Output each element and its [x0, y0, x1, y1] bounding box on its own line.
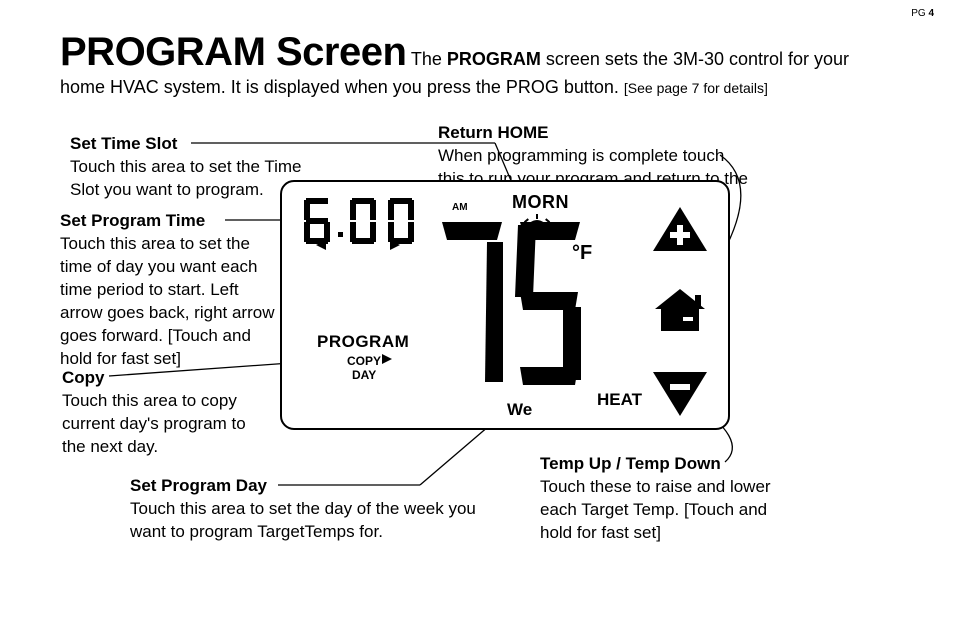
- callout-title: Set Program Time: [60, 211, 205, 230]
- callout-title: Return HOME: [438, 123, 549, 142]
- callout-title: Temp Up / Temp Down: [540, 454, 721, 473]
- ampm-indicator: AM: [452, 202, 468, 213]
- callout-body: Touch these to raise and lower each Targ…: [540, 477, 771, 542]
- callout-temp-up-down: Temp Up / Temp Down Touch these to raise…: [540, 453, 800, 545]
- intro-part1: The: [411, 49, 447, 69]
- time-slot-label[interactable]: MORN: [512, 192, 569, 213]
- intro-bold: PROGRAM: [447, 49, 541, 69]
- callout-set-program-time: Set Program Time Touch this area to set …: [60, 210, 280, 371]
- callout-copy: Copy Touch this area to copy current day…: [62, 367, 272, 459]
- target-temp-display: [437, 222, 597, 392]
- time-display[interactable]: [296, 192, 456, 252]
- copy-label[interactable]: COPY: [347, 354, 381, 368]
- temp-up-button[interactable]: [653, 207, 708, 255]
- copy-arrow-icon: [382, 354, 394, 366]
- callout-body: Touch this area to copy current day's pr…: [62, 391, 246, 456]
- mode-label: HEAT: [597, 390, 642, 410]
- day-menu-label[interactable]: DAY: [352, 368, 376, 382]
- callout-body: Touch this area to set the day of the we…: [130, 499, 476, 541]
- callout-title: Set Program Day: [130, 476, 267, 495]
- home-button[interactable]: [653, 287, 708, 335]
- callout-title: Copy: [62, 368, 105, 387]
- callout-set-time-slot: Set Time Slot Touch this area to set the…: [70, 133, 310, 202]
- page-number-value: 4: [928, 8, 934, 19]
- program-label: PROGRAM: [317, 332, 409, 352]
- page-heading: PROGRAM Screen The PROGRAM screen sets t…: [60, 30, 894, 100]
- page-number-prefix: PG: [911, 8, 925, 19]
- temp-down-button[interactable]: [653, 368, 708, 416]
- program-day[interactable]: We: [507, 400, 532, 420]
- intro-small: [See page 7 for details]: [624, 80, 768, 96]
- callout-title: Set Time Slot: [70, 134, 177, 153]
- page-number: PG 4: [911, 8, 934, 19]
- thermostat-panel: AM MORN °F PROGRAM COPY DAY We HEAT: [280, 180, 730, 430]
- callout-body: Touch this area to set the Time Slot you…: [70, 157, 302, 199]
- callout-set-program-day: Set Program Day Touch this area to set t…: [130, 475, 480, 544]
- page-title: PROGRAM Screen: [60, 30, 406, 74]
- callout-body: Touch this area to set the time of day y…: [60, 234, 274, 368]
